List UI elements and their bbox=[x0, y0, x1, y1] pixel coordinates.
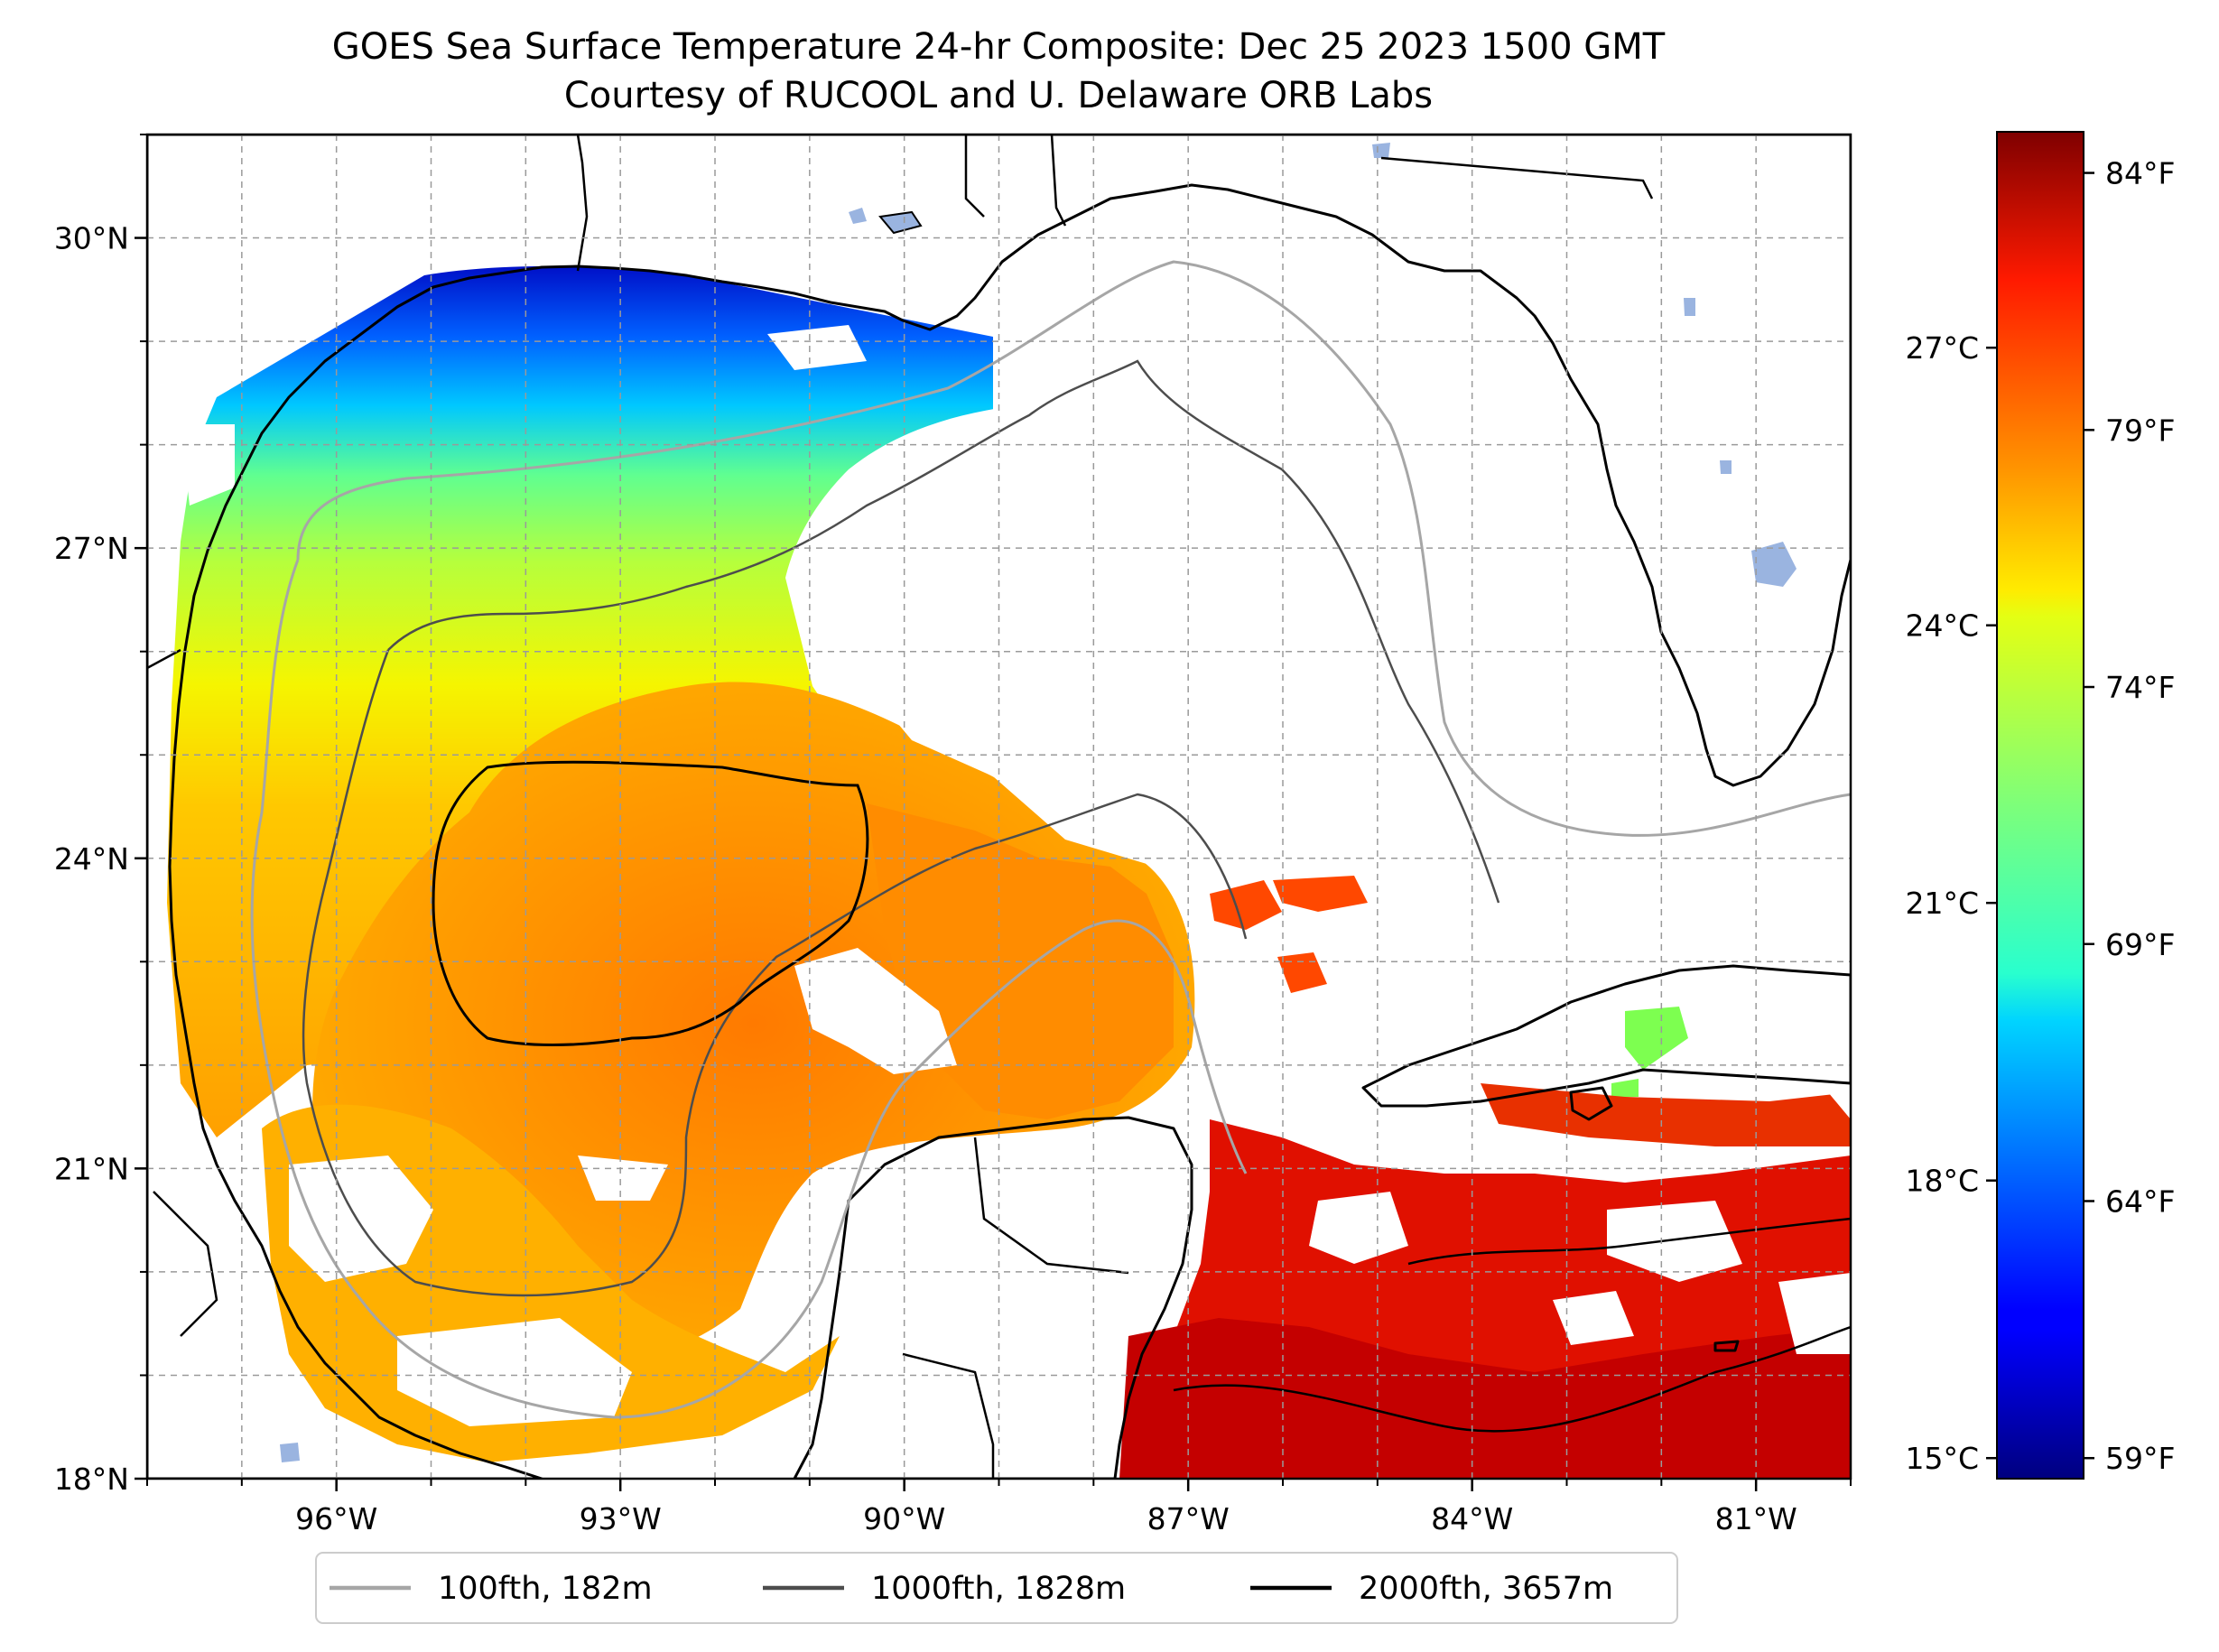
sst-patch-north-cuba bbox=[1210, 880, 1282, 930]
land-yucatan bbox=[793, 1116, 1193, 1479]
legend-label: 2000fth, 3657m bbox=[1359, 1571, 1613, 1607]
lake-okeechobee bbox=[1751, 542, 1797, 587]
colorbar-c-label: 15°C bbox=[1905, 1441, 1979, 1476]
colorbar-c-label: 18°C bbox=[1905, 1164, 1979, 1199]
lon-tick-label: 96°W bbox=[295, 1501, 377, 1536]
sst-patch-green bbox=[1625, 1007, 1688, 1070]
sst-patch-green bbox=[1611, 1079, 1639, 1097]
longitude-ticks: 96°W 93°W 90°W 87°W 84°W 81°W bbox=[295, 1479, 1797, 1536]
lake-pontchartrain bbox=[878, 210, 923, 235]
legend-label: 100fth, 182m bbox=[438, 1571, 653, 1607]
lat-tick-label: 18°N bbox=[54, 1462, 129, 1497]
border-mexico bbox=[147, 648, 181, 670]
isobath-1000fth bbox=[302, 359, 1500, 1297]
colorbar-f-label: 74°F bbox=[2105, 670, 2175, 705]
legend-label: 1000fth, 1828m bbox=[871, 1571, 1126, 1607]
lon-tick-label: 93°W bbox=[580, 1501, 662, 1536]
cloud-gap bbox=[397, 1318, 632, 1426]
lon-tick-label: 84°W bbox=[1431, 1501, 1513, 1536]
lon-tick-label: 90°W bbox=[863, 1501, 945, 1536]
graticule bbox=[140, 134, 1852, 1486]
caribbean-cloud-gap bbox=[1553, 1291, 1634, 1345]
map-frame bbox=[145, 133, 1852, 1480]
sst-caribbean-deep bbox=[1119, 1318, 1851, 1479]
cloud-gap bbox=[578, 1155, 668, 1201]
colorbar-f-label: 64°F bbox=[2105, 1183, 2175, 1219]
border-yucatan-states bbox=[973, 1137, 1129, 1275]
cloud-gap bbox=[289, 1155, 433, 1282]
lake bbox=[849, 208, 867, 224]
border-la-ms bbox=[964, 135, 985, 218]
caribbean-cloud-gap bbox=[1309, 1192, 1408, 1264]
sst-patch-cuba-south bbox=[1481, 1083, 1851, 1146]
colorbar-c-label: 21°C bbox=[1905, 886, 1979, 921]
land-cayman bbox=[1713, 1340, 1740, 1352]
lat-tick-label: 27°N bbox=[54, 531, 129, 566]
lat-tick-label: 24°N bbox=[54, 841, 129, 877]
border-guatemala bbox=[902, 1352, 995, 1479]
legend: 100fth, 182m 1000fth, 1828m 2000fth, 3657m bbox=[315, 1552, 1678, 1624]
latitude-ticks: 30°N 27°N 24°N 21°N 18°N bbox=[54, 221, 147, 1497]
land-cuba bbox=[1361, 964, 1851, 1108]
lake bbox=[1684, 298, 1695, 316]
legend-box bbox=[315, 1552, 1678, 1624]
colorbar-fahrenheit-ticks: 84°F 79°F 74°F 69°F 64°F 59°F bbox=[2084, 156, 2175, 1476]
lon-tick-label: 87°W bbox=[1147, 1501, 1230, 1536]
border-al-fl bbox=[1380, 156, 1654, 200]
border-mexico-states bbox=[153, 1191, 218, 1337]
isobath-2000fth-caribbean bbox=[1173, 1217, 1851, 1433]
isobath-2000fth-loop bbox=[432, 760, 869, 1046]
land-us bbox=[147, 135, 1851, 1479]
sst-patch-north-cuba bbox=[1277, 952, 1327, 993]
cloud-gap bbox=[794, 948, 957, 1074]
colorbar-c-label: 24°C bbox=[1905, 608, 1979, 644]
colorbar-f-label: 59°F bbox=[2105, 1441, 2175, 1476]
caribbean-cloud-gap bbox=[1607, 1201, 1742, 1282]
lake bbox=[1720, 460, 1732, 474]
chart-subtitle: Courtesy of RUCOOL and U. Delaware ORB L… bbox=[564, 75, 1433, 116]
border-tx-la bbox=[576, 135, 589, 272]
colorbar-c-label: 27°C bbox=[1905, 330, 1979, 366]
lat-tick-label: 21°N bbox=[54, 1151, 129, 1186]
cloud-gap bbox=[767, 325, 867, 370]
colorbar-celsius-ticks: 27°C 24°C 21°C 18°C 15°C bbox=[1905, 330, 1997, 1476]
land-isla-juventud bbox=[1569, 1086, 1613, 1121]
lon-tick-label: 81°W bbox=[1715, 1501, 1797, 1536]
colorbar-f-label: 84°F bbox=[2105, 156, 2175, 191]
colorbar-f-label: 79°F bbox=[2105, 413, 2175, 448]
sst-patch-north-cuba bbox=[1273, 876, 1368, 912]
colorbar-f-label: 69°F bbox=[2105, 927, 2175, 962]
border-ms-al bbox=[1050, 135, 1067, 227]
isobath-100fth bbox=[250, 260, 1851, 1419]
cloud-gap bbox=[867, 135, 1851, 1119]
lake bbox=[1372, 143, 1390, 158]
lat-tick-label: 30°N bbox=[54, 221, 129, 256]
chart-title: GOES Sea Surface Temperature 24-hr Compo… bbox=[332, 26, 1666, 68]
lake bbox=[280, 1443, 300, 1462]
colorbar bbox=[1996, 131, 2084, 1480]
